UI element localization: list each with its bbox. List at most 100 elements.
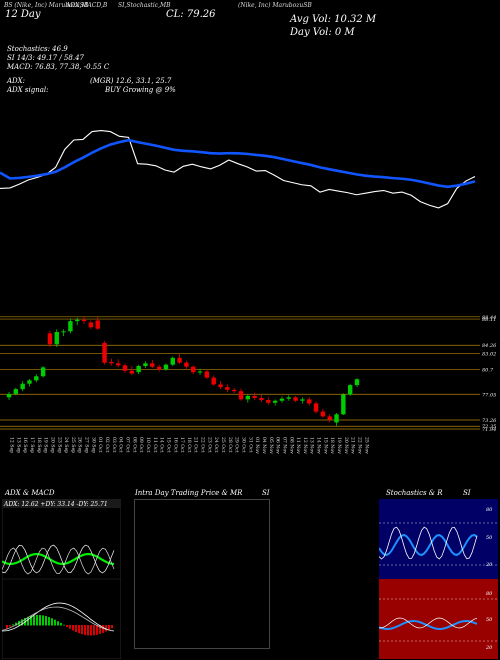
day-vol-label: Day Vol: 0 M [290, 27, 355, 38]
candle-body [102, 342, 107, 363]
macd-bar [9, 625, 11, 627]
candle-body [197, 371, 203, 373]
macd-bar [81, 625, 83, 635]
candle-body [225, 387, 230, 390]
candle-body [40, 367, 46, 377]
candle-body [163, 364, 169, 370]
candle-body [266, 400, 271, 403]
candle-body [320, 411, 326, 417]
macd-bar [42, 615, 44, 626]
date-label: 01 Oct [97, 437, 103, 453]
candle-body [136, 366, 141, 373]
date-label: 17 Sep [29, 437, 35, 453]
date-label: 18 Sep [36, 437, 42, 453]
date-label: 21 Nov [350, 437, 356, 454]
intraday-panel [134, 499, 270, 649]
macd-bar [33, 615, 35, 626]
price-level-label: 88.11 [482, 317, 496, 323]
date-label: 18 Nov [329, 437, 335, 454]
macd-bar [15, 622, 17, 626]
date-label: 27 Sep [84, 437, 90, 453]
si-text: SI 14/3: 49.17 / 58.47 [7, 54, 84, 62]
header-text-1: BS (Nike, Inc) MarubozuSB [4, 2, 89, 9]
date-label: 15 Oct [165, 437, 171, 453]
stochastics-text: Stochastics: 46.9 [7, 45, 68, 53]
header-text-2: ADX,MACD,B [66, 2, 108, 9]
candle-body [115, 363, 121, 366]
candle-body [272, 400, 278, 403]
candle-body [61, 331, 66, 333]
header-text-5: (Nike, Inc) MarubozuSB [238, 2, 312, 9]
price-level-label: 73.26 [482, 418, 497, 424]
date-label: 17 Oct [179, 437, 185, 453]
date-label: 01 Nov [254, 437, 260, 454]
date-label: 25 Nov [363, 437, 369, 454]
date-label: 18 Oct [186, 437, 192, 453]
stochastics-panel: 80 50 20 80 50 20 [379, 499, 498, 659]
range-label: 12 Day [5, 9, 41, 20]
candle-body [122, 365, 128, 371]
stoch-tick-20: 20 [485, 562, 493, 568]
date-label: 08 Oct [131, 437, 137, 453]
moving-average-line [0, 138, 476, 189]
adx-text: ADX: [7, 77, 26, 85]
date-label: 16 Sep [22, 437, 28, 453]
date-label: 06 Nov [275, 437, 281, 454]
stoch-tick-50: 50 [486, 535, 493, 541]
candle-body [150, 363, 155, 367]
adx-signal-text: ADX signal: [7, 86, 49, 94]
price-level-label: 71.94 [482, 427, 496, 433]
date-label: 20 Sep [49, 437, 55, 453]
date-label: 19 Nov [336, 437, 342, 454]
macd-bar [78, 625, 80, 634]
candle-body [245, 395, 251, 400]
candle-body [231, 389, 237, 392]
candle-body [341, 394, 346, 415]
candle-body [300, 399, 305, 401]
date-label: 21 Oct [193, 437, 199, 453]
date-label: 22 Nov [357, 437, 363, 454]
macd-bar [12, 624, 14, 626]
macd-bar [93, 625, 95, 636]
price-level-label: 83.02 [482, 352, 496, 358]
intraday-panel-title: Intra Day Trading Price & MR [135, 489, 243, 497]
date-label: 08 Nov [288, 437, 294, 454]
stochastics-background [379, 499, 498, 579]
candle-body [354, 379, 360, 386]
candle-body [286, 397, 291, 399]
price-level-label: 72.35 [482, 424, 496, 430]
stoch-panel-title: Stochastics & R [386, 489, 443, 497]
candle-body [156, 366, 162, 370]
date-label: 11 Nov [295, 437, 301, 454]
macd-bar [60, 622, 62, 626]
candle-body [279, 398, 285, 401]
candle-body [313, 403, 319, 412]
date-label: 13 Nov [309, 437, 315, 454]
macd-bar [27, 616, 29, 626]
candle-body [211, 377, 216, 385]
date-label: 04 Nov [261, 437, 267, 454]
macd-bar [54, 619, 56, 626]
macd-bar [48, 617, 50, 626]
macd-bar [30, 615, 32, 626]
candle-body [34, 376, 39, 381]
si-panel-title-1: SI [262, 489, 270, 497]
date-label: 02 Oct [104, 437, 110, 453]
candle-body [6, 393, 12, 398]
date-label: 23 Oct [206, 437, 212, 453]
candles [6, 317, 360, 426]
date-label: 10 Oct [145, 437, 151, 453]
price-line [0, 129, 476, 209]
date-label: 07 Oct [125, 437, 131, 453]
macd-bar [84, 625, 86, 635]
macd-bar [111, 625, 113, 629]
candle-body [170, 357, 175, 365]
macd-bar [72, 625, 74, 631]
macd-bar [66, 625, 68, 628]
candle-body [109, 361, 114, 364]
header-text-3: SI,Stochastic,MB [118, 2, 171, 9]
macd-line [2, 602, 115, 632]
candle-body [54, 332, 59, 345]
candle-body [307, 399, 312, 404]
